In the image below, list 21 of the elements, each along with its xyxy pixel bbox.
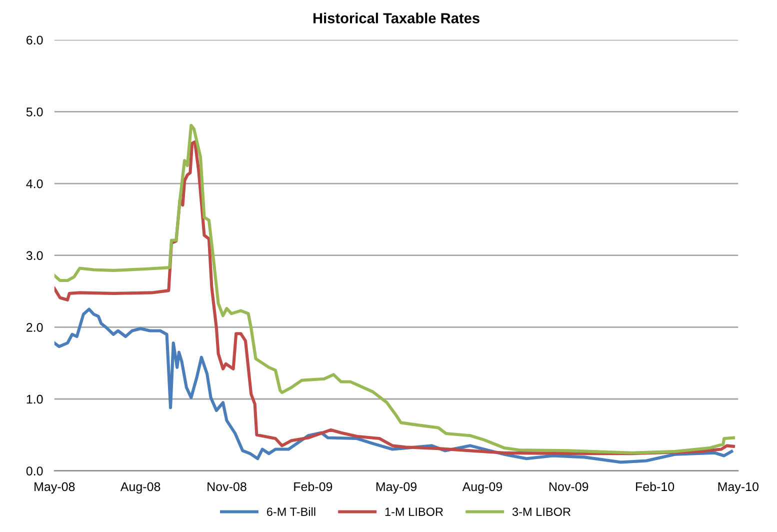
- x-tick-label: Nov-08: [208, 482, 246, 492]
- y-tick-label: 0.0: [26, 466, 43, 476]
- x-tick-label: May-09: [376, 482, 417, 494]
- line-series: [54, 308, 734, 464]
- x-tick-label: Aug-08: [120, 482, 160, 494]
- y-tick-label: 3.0: [26, 251, 43, 260]
- legend-label: 1-M LIBOR: [385, 508, 443, 516]
- x-tick-label: Nov-09: [549, 482, 588, 492]
- x-tick-label: Aug-09: [462, 482, 502, 494]
- y-tick-label: 1.0: [26, 394, 43, 404]
- legend-label: 3-M LIBOR: [512, 508, 570, 516]
- x-tick-label: Feb-09: [294, 482, 332, 492]
- x-tick-label: Feb-10: [636, 482, 674, 492]
- x-tick-label: May-08: [34, 482, 75, 494]
- x-tick-label: May-10: [718, 482, 759, 494]
- y-tick-label: 2.0: [26, 322, 43, 332]
- y-tick-label: 6.0: [26, 36, 43, 45]
- legend-label: 6-M T-Bill: [266, 507, 316, 516]
- chart-title: Historical Taxable Rates: [313, 12, 480, 24]
- y-tick-label: 4.0: [26, 179, 43, 188]
- y-tick-label: 5.0: [26, 108, 43, 116]
